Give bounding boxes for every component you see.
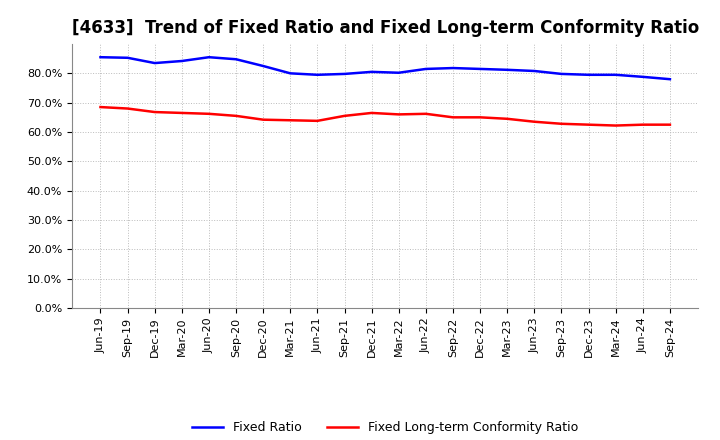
Fixed Long-term Conformity Ratio xyxy=(421,111,430,117)
Fixed Long-term Conformity Ratio xyxy=(476,115,485,120)
Fixed Long-term Conformity Ratio xyxy=(204,111,213,117)
Fixed Long-term Conformity Ratio xyxy=(123,106,132,111)
Fixed Ratio xyxy=(96,55,105,60)
Fixed Long-term Conformity Ratio xyxy=(367,110,376,116)
Legend: Fixed Ratio, Fixed Long-term Conformity Ratio: Fixed Ratio, Fixed Long-term Conformity … xyxy=(187,416,583,439)
Fixed Ratio xyxy=(204,55,213,60)
Fixed Long-term Conformity Ratio xyxy=(557,121,566,126)
Fixed Ratio xyxy=(639,74,647,80)
Fixed Long-term Conformity Ratio xyxy=(449,115,457,120)
Fixed Ratio xyxy=(232,57,240,62)
Fixed Long-term Conformity Ratio xyxy=(665,122,674,127)
Fixed Long-term Conformity Ratio xyxy=(96,104,105,110)
Fixed Long-term Conformity Ratio xyxy=(530,119,539,125)
Line: Fixed Ratio: Fixed Ratio xyxy=(101,57,670,79)
Fixed Ratio xyxy=(449,66,457,71)
Fixed Ratio xyxy=(665,77,674,82)
Fixed Ratio xyxy=(476,66,485,72)
Fixed Long-term Conformity Ratio xyxy=(150,110,159,115)
Fixed Long-term Conformity Ratio xyxy=(313,118,322,124)
Fixed Ratio xyxy=(286,71,294,76)
Fixed Ratio xyxy=(123,55,132,60)
Fixed Ratio xyxy=(503,67,511,73)
Fixed Ratio xyxy=(530,68,539,73)
Fixed Long-term Conformity Ratio xyxy=(259,117,268,122)
Fixed Long-term Conformity Ratio xyxy=(178,110,186,116)
Fixed Ratio xyxy=(584,72,593,77)
Title: [4633]  Trend of Fixed Ratio and Fixed Long-term Conformity Ratio: [4633] Trend of Fixed Ratio and Fixed Lo… xyxy=(71,19,699,37)
Fixed Ratio xyxy=(313,72,322,77)
Line: Fixed Long-term Conformity Ratio: Fixed Long-term Conformity Ratio xyxy=(101,107,670,125)
Fixed Long-term Conformity Ratio xyxy=(639,122,647,127)
Fixed Long-term Conformity Ratio xyxy=(232,113,240,118)
Fixed Long-term Conformity Ratio xyxy=(611,123,620,128)
Fixed Ratio xyxy=(421,66,430,72)
Fixed Long-term Conformity Ratio xyxy=(584,122,593,127)
Fixed Ratio xyxy=(611,72,620,77)
Fixed Ratio xyxy=(557,71,566,77)
Fixed Long-term Conformity Ratio xyxy=(286,117,294,123)
Fixed Ratio xyxy=(367,69,376,74)
Fixed Ratio xyxy=(341,71,349,77)
Fixed Ratio xyxy=(178,59,186,64)
Fixed Ratio xyxy=(395,70,403,75)
Fixed Long-term Conformity Ratio xyxy=(503,116,511,121)
Fixed Long-term Conformity Ratio xyxy=(341,113,349,118)
Fixed Long-term Conformity Ratio xyxy=(395,112,403,117)
Fixed Ratio xyxy=(150,60,159,66)
Fixed Ratio xyxy=(259,63,268,69)
